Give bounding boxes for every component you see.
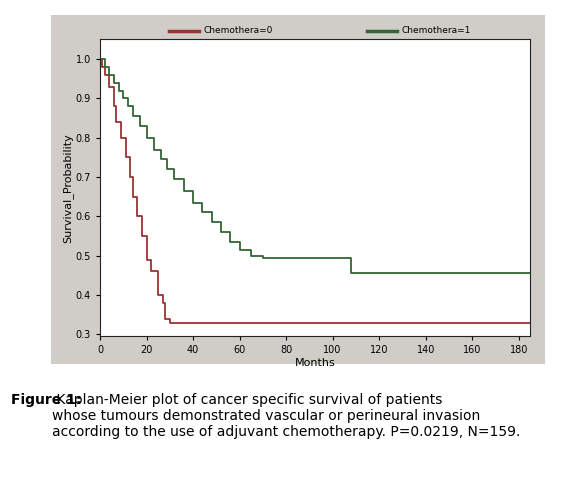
X-axis label: Months: Months [295,358,336,368]
Text: Kaplan-Meier plot of cancer specific survival of patients
whose tumours demonstr: Kaplan-Meier plot of cancer specific sur… [52,393,521,439]
Text: Chemothera=1: Chemothera=1 [402,26,471,35]
Y-axis label: Survival_Probability: Survival_Probability [62,133,73,243]
Text: Figure 1:: Figure 1: [11,393,81,407]
Text: Chemothera=0: Chemothera=0 [204,26,273,35]
